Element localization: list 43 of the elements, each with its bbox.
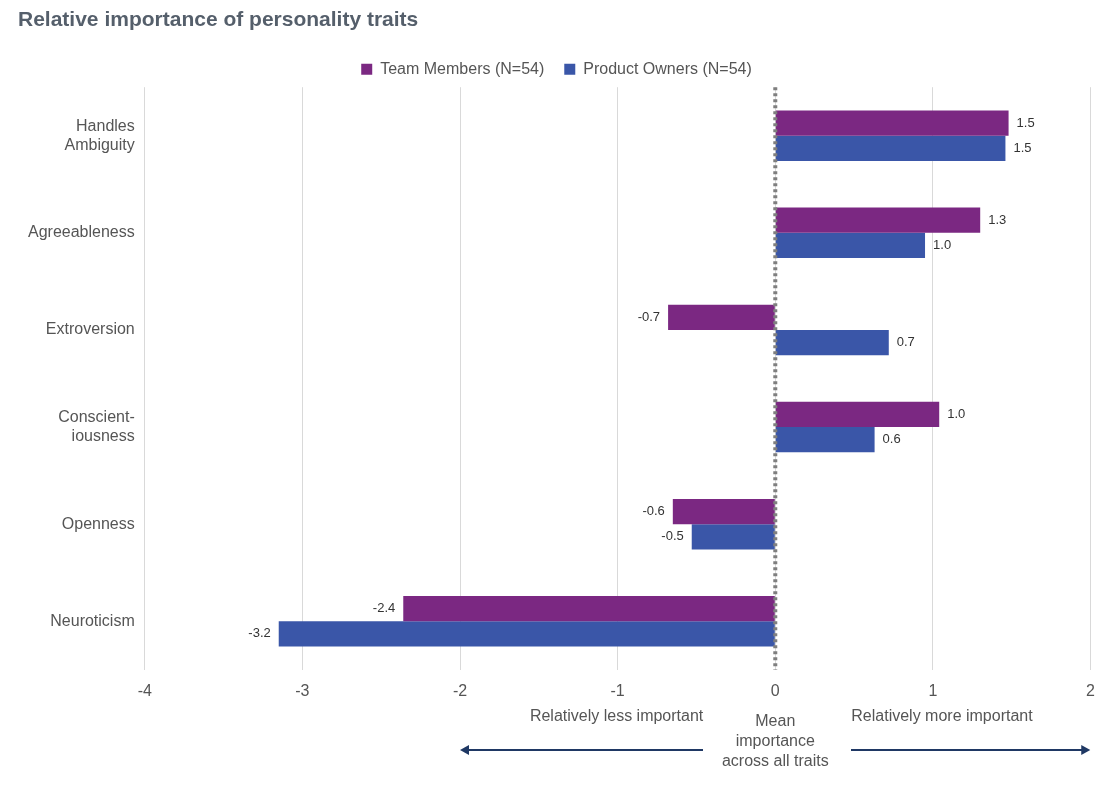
legend-label: Team Members (N=54) <box>380 59 545 77</box>
bar <box>775 135 1006 161</box>
text: Relatively more important <box>851 707 1034 725</box>
data-label: 0.6 <box>882 431 901 447</box>
x-tick-label: -4 <box>137 681 152 699</box>
x-tick-label: 2 <box>1086 681 1096 699</box>
data-label: 1.0 <box>933 237 952 253</box>
data-label: -0.7 <box>637 308 661 324</box>
bar <box>668 304 775 330</box>
x-tick-label: -2 <box>452 681 468 699</box>
y-tick-label: Neuroticism <box>50 611 135 629</box>
data-label: 1.5 <box>1013 139 1032 155</box>
bar <box>691 524 775 550</box>
y-tick-label: Openness <box>61 514 135 532</box>
bar <box>775 427 875 453</box>
x-tick-label: -3 <box>295 681 310 699</box>
text: Relatively less important <box>529 707 704 725</box>
y-tick-label: Agreeableness <box>27 223 135 241</box>
bar <box>775 110 1009 136</box>
data-label: 1.5 <box>1016 114 1035 130</box>
bar <box>775 329 889 356</box>
x-tick-label: 1 <box>928 681 938 699</box>
data-label: 1.3 <box>988 211 1007 227</box>
y-tick-label: Handles Ambiguity <box>64 116 135 153</box>
text: Mean importance across all traits <box>721 712 829 770</box>
x-tick-label: -1 <box>610 681 625 699</box>
bar <box>775 401 940 428</box>
legend-label: Product Owners (N=54) <box>583 59 752 77</box>
data-label: -3.2 <box>248 625 271 641</box>
bar <box>775 207 981 233</box>
data-label: -0.6 <box>642 503 665 519</box>
data-label: -0.5 <box>661 528 684 544</box>
bar <box>672 498 775 525</box>
bar <box>278 621 775 647</box>
y-tick-label: Extroversion <box>45 320 135 338</box>
y-tick-label: Conscient- iousness <box>58 407 135 445</box>
x-tick-label: 0 <box>770 681 780 699</box>
chart-title: Relative importance of personality traits <box>18 7 419 31</box>
bar <box>403 596 775 622</box>
data-label: 1.0 <box>947 406 966 422</box>
data-label: 0.7 <box>896 334 915 350</box>
bar <box>775 232 926 259</box>
data-label: -2.4 <box>372 600 396 616</box>
